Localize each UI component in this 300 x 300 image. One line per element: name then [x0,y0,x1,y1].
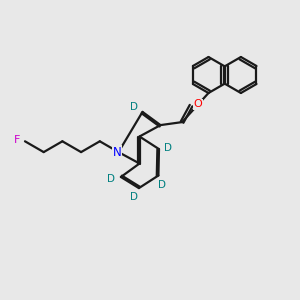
Text: D: D [130,192,138,202]
Text: D: D [164,142,172,153]
Text: F: F [14,135,21,146]
Text: O: O [193,99,202,109]
Text: D: D [107,173,115,184]
Text: N: N [112,146,122,159]
Text: D: D [158,179,166,190]
Text: D: D [130,101,138,112]
